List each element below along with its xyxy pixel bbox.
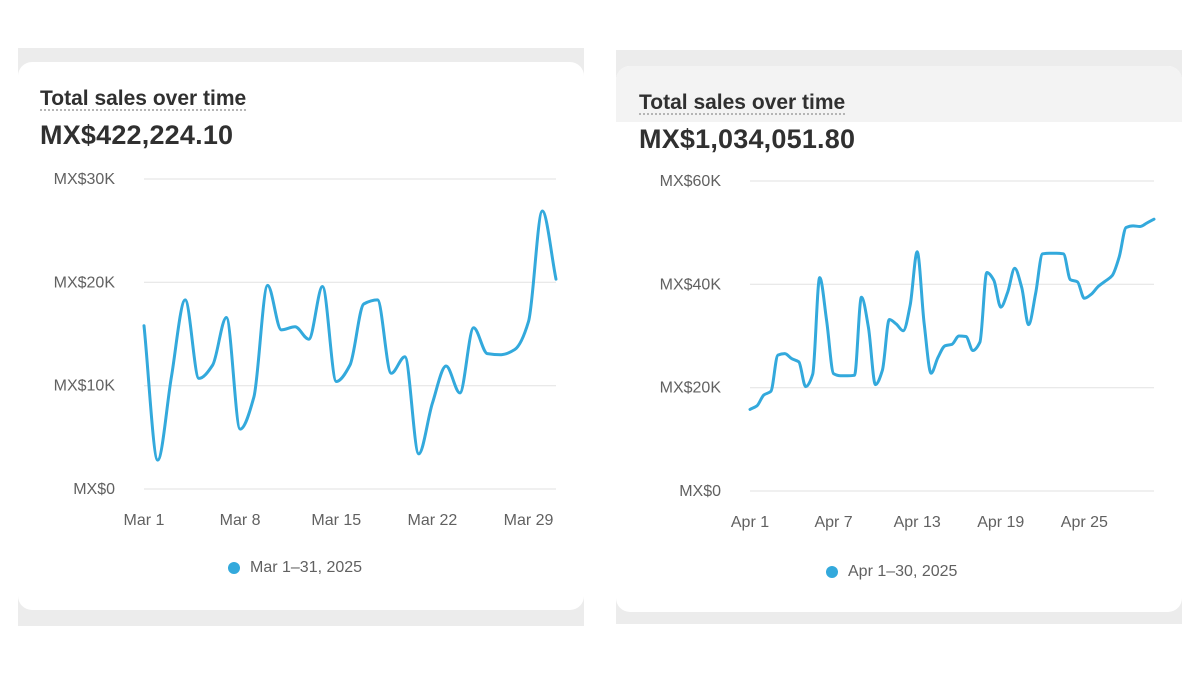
right-chart-title[interactable]: Total sales over time (639, 91, 846, 114)
left-total-sales: MX$422,224.10 (40, 120, 234, 150)
right-x-tick-label: Apr 25 (1061, 514, 1108, 531)
right-y-tick-label: MX$20K (660, 380, 722, 397)
right-legend[interactable]: Apr 1–30, 2025 (826, 563, 957, 581)
left-y-tick-label: MX$10K (54, 378, 116, 395)
left-y-tick-label: MX$20K (54, 274, 116, 291)
right-total-sales: MX$1,034,051.80 (639, 124, 856, 154)
left-series-line (142, 209, 558, 462)
left-chart-card: Total sales over time MX$422,224.10 MX$0… (18, 62, 584, 610)
left-chart-title[interactable]: Total sales over time (40, 87, 247, 110)
right-chart-card: Total sales over time MX$1,034,051.80 MX… (616, 66, 1182, 612)
left-legend-dot (228, 562, 240, 574)
left-y-tick-label: MX$0 (73, 481, 115, 498)
right-line-chart: MX$0 MX$20K MX$40K MX$60K Apr 1 Apr 7 Apr 13 Ap… (660, 173, 1156, 531)
right-y-tick-label: MX$0 (679, 483, 721, 500)
left-x-tick-label: Mar 15 (311, 512, 361, 529)
left-legend-label: Mar 1–31, 2025 (250, 559, 363, 576)
right-x-tick-label: Apr 19 (977, 514, 1024, 531)
left-x-tick-label: Mar 22 (408, 512, 458, 529)
right-y-tick-label: MX$40K (660, 276, 722, 293)
right-x-tick-label: Apr 1 (731, 514, 769, 531)
left-y-tick-label: MX$30K (54, 171, 116, 188)
left-legend[interactable]: Mar 1–31, 2025 (228, 559, 362, 577)
left-x-tick-label: Mar 8 (220, 512, 261, 529)
left-line-chart: MX$0 MX$10K MX$20K MX$30K Mar 1 Mar 8 Mar 15 Ma… (54, 171, 558, 529)
right-series-line (748, 217, 1156, 411)
right-x-tick-label: Apr 7 (814, 514, 852, 531)
right-legend-label: Apr 1–30, 2025 (848, 563, 958, 580)
left-x-tick-label: Mar 29 (504, 512, 554, 529)
right-card-header-band (616, 66, 1182, 122)
right-x-tick-label: Apr 13 (894, 514, 941, 531)
right-legend-dot (826, 566, 838, 578)
left-x-tick-label: Mar 1 (124, 512, 165, 529)
right-y-tick-label: MX$60K (660, 173, 722, 190)
